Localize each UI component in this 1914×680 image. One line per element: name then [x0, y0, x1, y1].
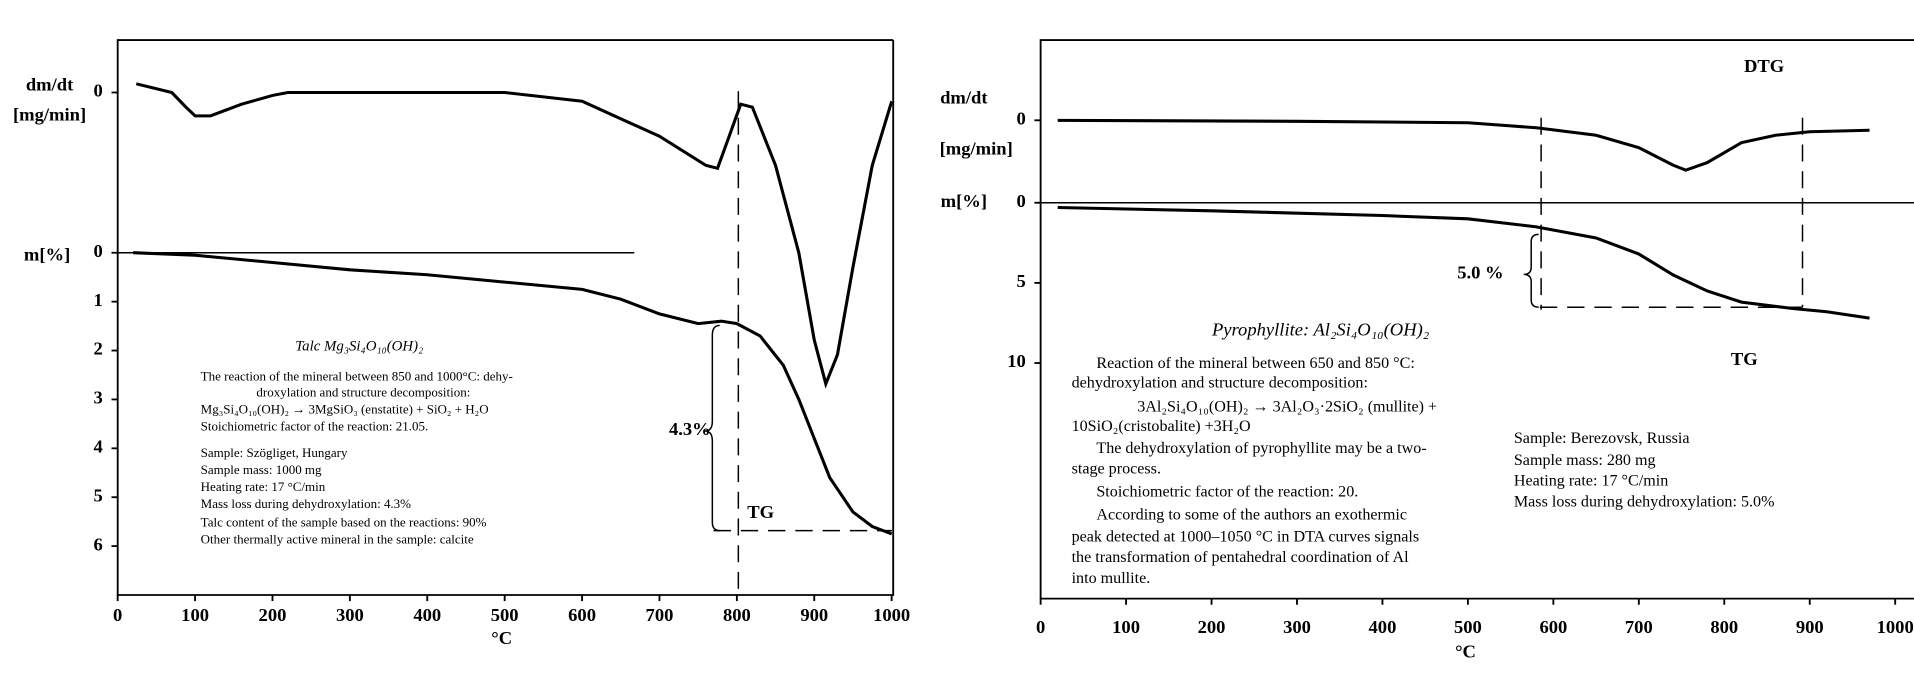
annotation: The reaction of the mineral between 850 …	[201, 370, 513, 384]
chart-title: Talc Mg₃Si₄O₁₀(OH)₂	[295, 339, 423, 355]
tg-curve	[133, 251, 893, 536]
y2-axis-label: [mg/min]	[13, 105, 86, 125]
annotation: Talc content of the sample based on the …	[201, 515, 487, 529]
annotation: stage process.	[1072, 461, 1161, 478]
annotation: into mullite.	[1072, 570, 1151, 587]
curve-label: TG	[1731, 349, 1758, 369]
x-tick-label: 0	[113, 605, 122, 625]
curve-label: DTG	[1744, 56, 1784, 76]
annotation: the transformation of pentahedral coordi…	[1072, 549, 1410, 566]
mass-loss-label: 5.0 %	[1457, 263, 1503, 283]
y-tick-label: 5	[1016, 271, 1025, 291]
y-tick-label: 6	[94, 534, 103, 554]
dashed-guide	[1539, 117, 1804, 310]
x-tick-label: 800	[1710, 617, 1738, 637]
dtg-curve	[135, 82, 894, 389]
y2-axis-label: dm/dt	[26, 75, 74, 95]
annotation: Heating rate: 17 °C/min	[201, 480, 326, 494]
mass-loss-label: 4.3%	[669, 419, 711, 439]
x-tick-label: 900	[1796, 617, 1824, 637]
annotation: Other thermally active mineral in the sa…	[201, 532, 474, 546]
tg-curve	[1057, 206, 1870, 320]
y-tick-label: 2	[94, 339, 103, 359]
x-tick-label: 600	[1539, 617, 1567, 637]
x-tick-label: 400	[413, 605, 441, 625]
x-tick-label: 100	[181, 605, 209, 625]
annotation: droxylation and structure decomposition:	[256, 385, 470, 399]
brace	[1523, 233, 1539, 308]
annotation: Sample: Berezovsk, Russia	[1514, 430, 1690, 447]
x-tick-label: 300	[1283, 617, 1311, 637]
x-tick-label: 500	[491, 605, 519, 625]
y2-axis-label: dm/dt	[940, 88, 988, 108]
brace	[704, 324, 720, 532]
dashed-guide	[713, 91, 892, 595]
x-axis-label: °C	[491, 628, 512, 648]
plot-frame	[116, 39, 895, 596]
y-tick-label: 1	[94, 290, 103, 310]
plot-frame	[1039, 39, 1914, 600]
x-tick-label: 600	[568, 605, 596, 625]
y-tick-label: 3	[94, 388, 103, 408]
y2-tick-label: 0	[1016, 109, 1025, 129]
x-tick-label: 400	[1369, 617, 1397, 637]
x-tick-label: 200	[259, 605, 287, 625]
annotation: Stoichiometric factor of the reaction: 2…	[1096, 484, 1358, 501]
annotation: Sample mass: 1000 mg	[201, 463, 322, 477]
x-tick-label: 1000	[1877, 617, 1914, 637]
y2-axis-label: [mg/min]	[940, 139, 1013, 159]
annotation: Mass loss during dehydroxylation: 4.3%	[201, 497, 412, 511]
y-tick-label: 5	[94, 486, 103, 506]
annotation: According to some of the authors an exot…	[1096, 507, 1407, 524]
chart-title: Pyrophyllite: Al₂Si₄O₁₀(OH)₂	[1211, 320, 1429, 341]
curve-label: TG	[747, 502, 774, 522]
x-tick-label: 0	[1036, 617, 1045, 637]
annotation: Mg₃Si₄O₁₀(OH)₂ → 3MgSiO₃ (enstatite) + S…	[201, 402, 489, 416]
x-tick-label: 700	[1625, 617, 1653, 637]
annotation: Stoichiometric factor of the reaction: 2…	[201, 419, 429, 433]
y-tick-label: 4	[94, 437, 103, 457]
annotation: 10SiO₂(cristobalite) +3H₂O	[1072, 418, 1251, 435]
annotation: 3Al₂Si₄O₁₀(OH)₂ → 3Al₂O₃·2SiO₂ (mullite)…	[1137, 399, 1437, 416]
x-axis-label: °C	[1455, 642, 1476, 662]
dtg-curve	[1057, 118, 1870, 172]
annotation: Heating rate: 17 °C/min	[1514, 473, 1668, 490]
y2-tick-label: 0	[94, 81, 103, 101]
x-tick-label: 100	[1112, 617, 1140, 637]
y-tick-label: 0	[1016, 191, 1025, 211]
y-tick-label: 10	[1007, 351, 1026, 371]
x-tick-label: 300	[336, 605, 364, 625]
y-axis-label: m[%]	[941, 191, 987, 211]
x-tick-label: 900	[800, 605, 828, 625]
annotation: Sample: Szögliget, Hungary	[201, 446, 348, 460]
x-tick-label: 200	[1198, 617, 1226, 637]
annotation: The dehydroxylation of pyrophyllite may …	[1096, 440, 1426, 457]
guides	[704, 91, 1804, 595]
x-tick-label: 500	[1454, 617, 1482, 637]
y-axis-label: m[%]	[24, 245, 70, 265]
x-tick-label: 800	[723, 605, 751, 625]
annotation: Mass loss during dehydroxylation: 5.0%	[1514, 493, 1775, 510]
x-tick-label: 1000	[873, 605, 910, 625]
annotation: Reaction of the mineral between 650 and …	[1096, 355, 1414, 372]
annotation: dehydroxylation and structure decomposit…	[1072, 374, 1368, 391]
annotation: peak detected at 1000–1050 °C in DTA cur…	[1072, 529, 1420, 546]
annotation: Sample mass: 280 mg	[1514, 452, 1656, 469]
y-tick-label: 0	[94, 241, 103, 261]
x-tick-label: 700	[646, 605, 674, 625]
